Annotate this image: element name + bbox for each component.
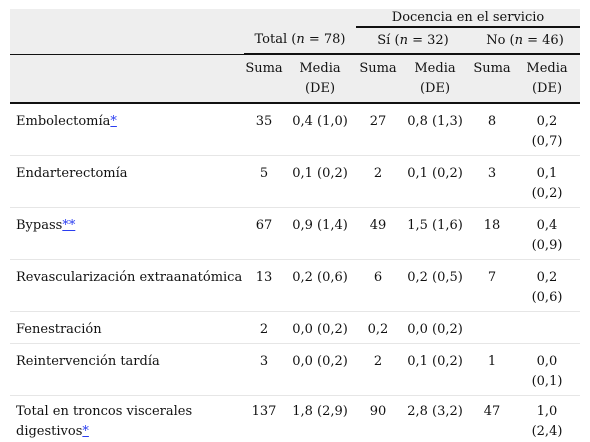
- header-label-cell: [10, 54, 244, 104]
- si-media: 0,0 (0,2): [400, 311, 470, 344]
- no-suma: 47: [483, 404, 501, 419]
- total-media: 0,4 (1,0): [284, 103, 356, 156]
- header-spacer: [10, 9, 356, 27]
- no-media: 0,2 (0,7): [514, 103, 581, 156]
- no-media: 1,0 (2,4): [531, 404, 563, 439]
- total-media: 0,1 (0,2): [284, 155, 356, 208]
- row-label: Fenestración: [10, 311, 244, 344]
- si-media: 0,2 (0,5): [400, 259, 470, 312]
- total-suma: 13: [244, 259, 284, 312]
- si-suma: 90: [369, 404, 387, 419]
- no-suma: 8: [470, 103, 514, 156]
- no-media: [514, 311, 581, 344]
- header-total: Total (n = 78): [244, 27, 356, 55]
- total-media: 0,0 (0,2): [284, 343, 356, 396]
- si-media: 0,8 (1,3): [400, 103, 470, 156]
- header-no: No (n = 46): [470, 27, 581, 55]
- no-suma: 1: [470, 343, 514, 396]
- total-media: 0,0 (0,2): [284, 311, 356, 344]
- total-suma: 3: [244, 343, 284, 396]
- row-label: Revascularización extraanatómica: [10, 259, 244, 312]
- table-row: Fenestración 2 0,0 (0,2) 0,2 0,0 (0,2): [10, 311, 581, 344]
- total-suma: 67: [244, 207, 284, 260]
- si-media: 0,1 (0,2): [400, 343, 470, 396]
- no-suma: 18: [470, 207, 514, 260]
- header-si: Sí (n = 32): [356, 27, 470, 55]
- header-no-media: Media (DE): [514, 54, 581, 104]
- row-label: Reintervención tardía: [10, 343, 244, 396]
- si-suma: 27: [356, 103, 400, 156]
- header-label-spacer: [10, 27, 244, 55]
- header-total-suma: Suma: [244, 54, 284, 104]
- header-no-suma: Suma: [470, 54, 514, 104]
- total-media: 0,9 (1,4): [284, 207, 356, 260]
- footnote-link[interactable]: *: [82, 424, 89, 439]
- si-suma: 0,2: [356, 311, 400, 344]
- group-title: Docencia en el servicio: [356, 9, 581, 28]
- total-suma: 5: [244, 155, 284, 208]
- no-suma: 7: [470, 259, 514, 312]
- header-total-media: Media (DE): [284, 54, 356, 104]
- si-media: 1,5 (1,6): [400, 207, 470, 260]
- header-si-media: Media (DE): [400, 54, 470, 104]
- table-row: Total en troncos viscerales digestivos* 1…: [10, 396, 580, 442]
- si-media: 0,1 (0,2): [400, 155, 470, 208]
- total-suma: 2: [244, 311, 284, 344]
- si-media: 2,8 (3,2): [407, 404, 463, 419]
- total-media: 1,8 (2,9): [292, 404, 348, 419]
- no-media: 0,1 (0,2): [514, 155, 581, 208]
- header-si-suma: Suma: [356, 54, 400, 104]
- footnote-link[interactable]: *: [110, 114, 117, 129]
- no-media: 0,0 (0,1): [514, 343, 581, 396]
- no-media: 0,4 (0,9): [514, 207, 581, 260]
- si-suma: 6: [356, 259, 400, 312]
- row-label: Total en troncos viscerales digestivos*: [16, 404, 193, 439]
- si-suma: 2: [356, 155, 400, 208]
- no-suma: [470, 311, 514, 344]
- row-label: Embolectomía*: [10, 103, 244, 156]
- table-row: Embolectomía* 35 0,4 (1,0) 27 0,8 (1,3) …: [10, 103, 581, 156]
- total-media: 0,2 (0,6): [284, 259, 356, 312]
- row-label: Bypass**: [10, 207, 244, 260]
- table-row: Reintervención tardía 3 0,0 (0,2) 2 0,1 …: [10, 343, 581, 396]
- no-suma: 3: [470, 155, 514, 208]
- table-row: Revascularización extraanatómica 13 0,2 …: [10, 259, 581, 312]
- footnote-link[interactable]: **: [62, 218, 76, 233]
- row-label: Endarterectomía: [10, 155, 244, 208]
- total-suma: 35: [244, 103, 284, 156]
- si-suma: 49: [356, 207, 400, 260]
- table-row: Endarterectomía 5 0,1 (0,2) 2 0,1 (0,2) …: [10, 155, 581, 208]
- table-row: Bypass** 67 0,9 (1,4) 49 1,5 (1,6) 18 0,…: [10, 207, 581, 260]
- si-suma: 2: [356, 343, 400, 396]
- no-media: 0,2 (0,6): [514, 259, 581, 312]
- total-suma: 137: [251, 404, 277, 419]
- data-table: Docencia en el servicio Total (n = 78) S…: [10, 9, 581, 442]
